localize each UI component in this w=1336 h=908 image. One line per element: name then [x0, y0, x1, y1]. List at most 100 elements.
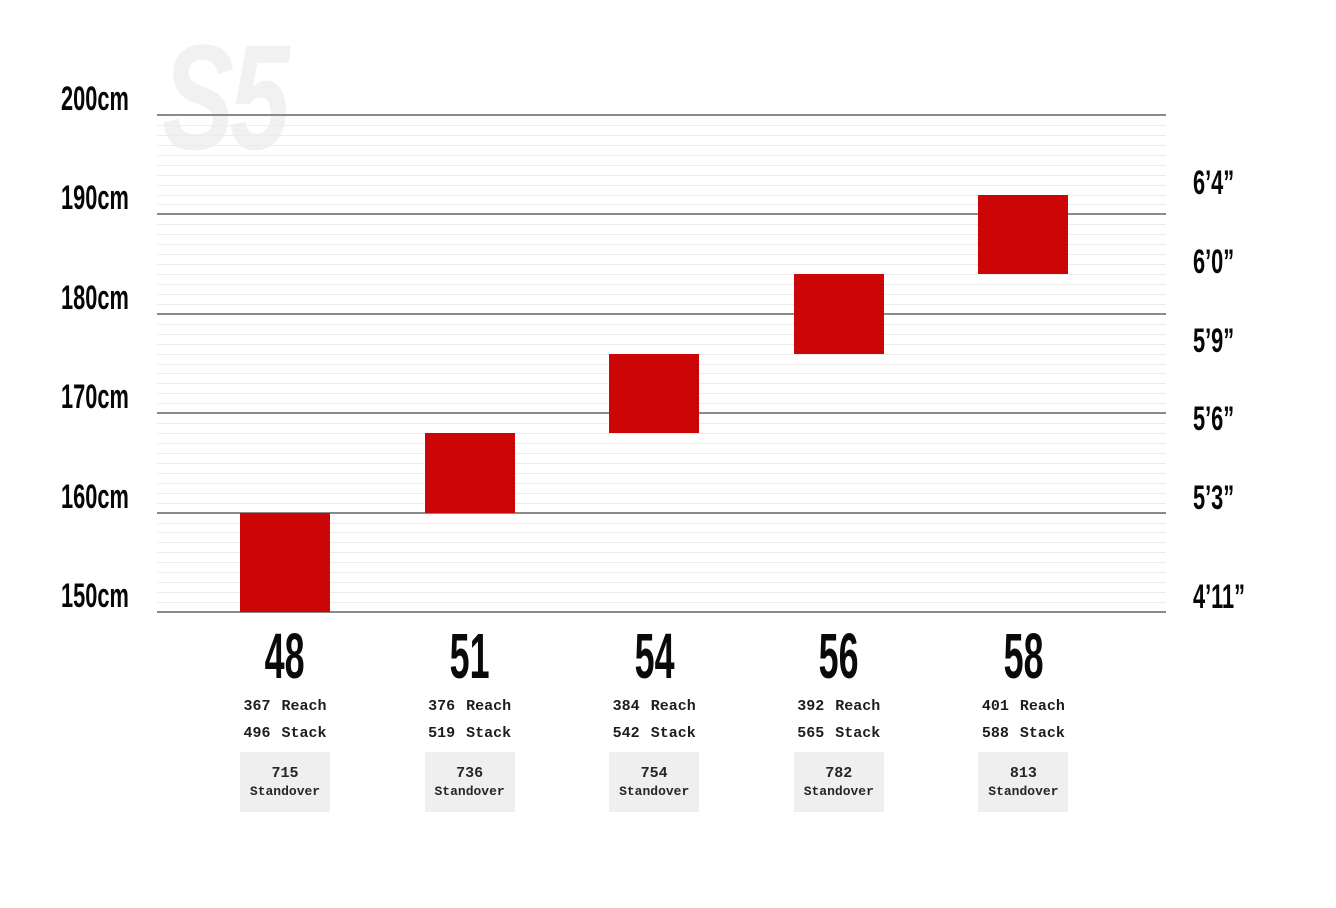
standover-label: Standover	[619, 783, 690, 799]
stack-row: 542 Stack	[554, 724, 754, 742]
size-label: 48	[205, 624, 365, 688]
gridline-minor	[157, 293, 1166, 295]
gridline-minor	[157, 433, 1166, 435]
size-label: 58	[943, 620, 1103, 692]
reach-label: Reach	[281, 697, 327, 715]
gridline-minor	[157, 204, 1166, 206]
stack-row: 565 Stack	[739, 724, 939, 742]
standover-value: 715	[271, 764, 299, 782]
stack-label: Stack	[835, 724, 881, 742]
gridline-minor	[157, 224, 1166, 226]
gridline-minor	[157, 343, 1166, 345]
standover-value: 754	[640, 764, 668, 782]
gridline-minor	[157, 333, 1166, 335]
height-range-bar-size-48	[240, 512, 330, 612]
right-axis-label: 4’11”	[1193, 580, 1323, 614]
gridline-minor	[157, 552, 1166, 554]
left-axis-label-text: 170cm	[61, 378, 129, 417]
stack-label: Stack	[650, 724, 696, 742]
reach-label: Reach	[466, 697, 512, 715]
right-axis-label-text: 6’4”	[1193, 163, 1235, 202]
gridline-minor	[157, 174, 1166, 176]
standover-box: 754 Standover	[609, 752, 700, 812]
gridline-minor	[157, 532, 1166, 534]
gridline-major	[157, 312, 1166, 315]
gridline-minor	[157, 274, 1166, 276]
standover-value: 782	[825, 764, 853, 782]
size-label-text: 51	[449, 620, 490, 692]
height-range-bar-size-58	[978, 194, 1069, 275]
standover-value: 813	[1009, 764, 1037, 782]
gridline-major	[157, 114, 1166, 116]
reach-value: 401	[981, 697, 1009, 715]
gridline-minor	[157, 562, 1166, 564]
standover-label: Standover	[249, 783, 321, 799]
model-watermark: S5	[162, 13, 290, 181]
stack-row: 588 Stack	[923, 724, 1123, 742]
gridline-minor	[157, 264, 1166, 266]
height-range-bar-size-56	[793, 274, 884, 354]
stack-label: Stack	[466, 724, 512, 742]
stack-value: 542	[612, 724, 640, 742]
size-label-text: 58	[1003, 620, 1044, 692]
reach-label: Reach	[650, 697, 696, 715]
left-axis-label: 200cm	[25, 80, 165, 118]
standover-box: 813 Standover	[978, 752, 1069, 812]
left-axis-label: 150cm	[25, 577, 165, 615]
left-axis-label: 170cm	[25, 378, 165, 417]
left-axis-label: 160cm	[25, 480, 165, 514]
left-axis-label-text: 180cm	[61, 278, 129, 317]
gridline-minor	[157, 522, 1166, 524]
gridline-minor	[157, 492, 1166, 494]
standover-label: Standover	[434, 783, 505, 799]
left-axis-label-text: 200cm	[61, 80, 129, 118]
stack-label: Stack	[1019, 724, 1065, 742]
left-axis-label-text: 150cm	[61, 577, 129, 615]
reach-value: 384	[612, 697, 640, 715]
standover-value: 736	[456, 764, 484, 782]
right-axis-label-text: 6’0”	[1193, 243, 1235, 282]
right-axis-label: 5’9”	[1193, 324, 1323, 358]
stack-value: 588	[981, 724, 1009, 742]
right-axis-label: 6’4”	[1193, 163, 1323, 202]
stack-value: 565	[797, 724, 825, 742]
standover-label: Standover	[803, 783, 874, 799]
reach-row: 401 Reach	[923, 697, 1123, 715]
left-axis-label: 180cm	[25, 278, 165, 317]
gridline-major	[157, 611, 1166, 613]
gridline-minor	[157, 194, 1166, 196]
standover-box: 736 Standover	[424, 752, 515, 812]
reach-row: 384 Reach	[554, 697, 754, 715]
stack-value: 496	[243, 724, 271, 742]
stack-value: 519	[428, 724, 456, 742]
gridline-minor	[157, 254, 1166, 256]
standover-box: 715 Standover	[240, 752, 330, 812]
stack-row: 519 Stack	[370, 724, 570, 742]
standover-box: 782 Standover	[793, 752, 884, 812]
gridline-minor	[157, 602, 1166, 604]
reach-value: 376	[428, 697, 456, 715]
gridline-minor	[157, 542, 1166, 544]
gridline-minor	[157, 234, 1166, 236]
gridline-minor	[157, 452, 1166, 454]
gridline-minor	[157, 124, 1166, 126]
height-range-bar-size-51	[424, 433, 515, 513]
left-axis-label-text: 190cm	[61, 179, 129, 218]
right-axis-label-text: 5’3”	[1193, 478, 1235, 517]
gridline-major	[157, 511, 1166, 514]
gridline-minor	[157, 134, 1166, 136]
gridline-minor	[157, 582, 1166, 584]
gridline-minor	[157, 244, 1166, 246]
left-axis-label: 190cm	[25, 179, 165, 218]
right-axis-label-text: 5’6”	[1193, 400, 1235, 439]
right-axis-label: 5’6”	[1193, 400, 1323, 439]
gridline-minor	[157, 184, 1166, 186]
size-label-text: 54	[634, 620, 675, 692]
gridline-minor	[157, 502, 1166, 504]
reach-label: Reach	[1019, 697, 1065, 715]
reach-row: 376 Reach	[370, 697, 570, 715]
stack-label: Stack	[281, 724, 327, 742]
height-range-bar-size-54	[609, 353, 700, 434]
gridline-minor	[157, 462, 1166, 464]
